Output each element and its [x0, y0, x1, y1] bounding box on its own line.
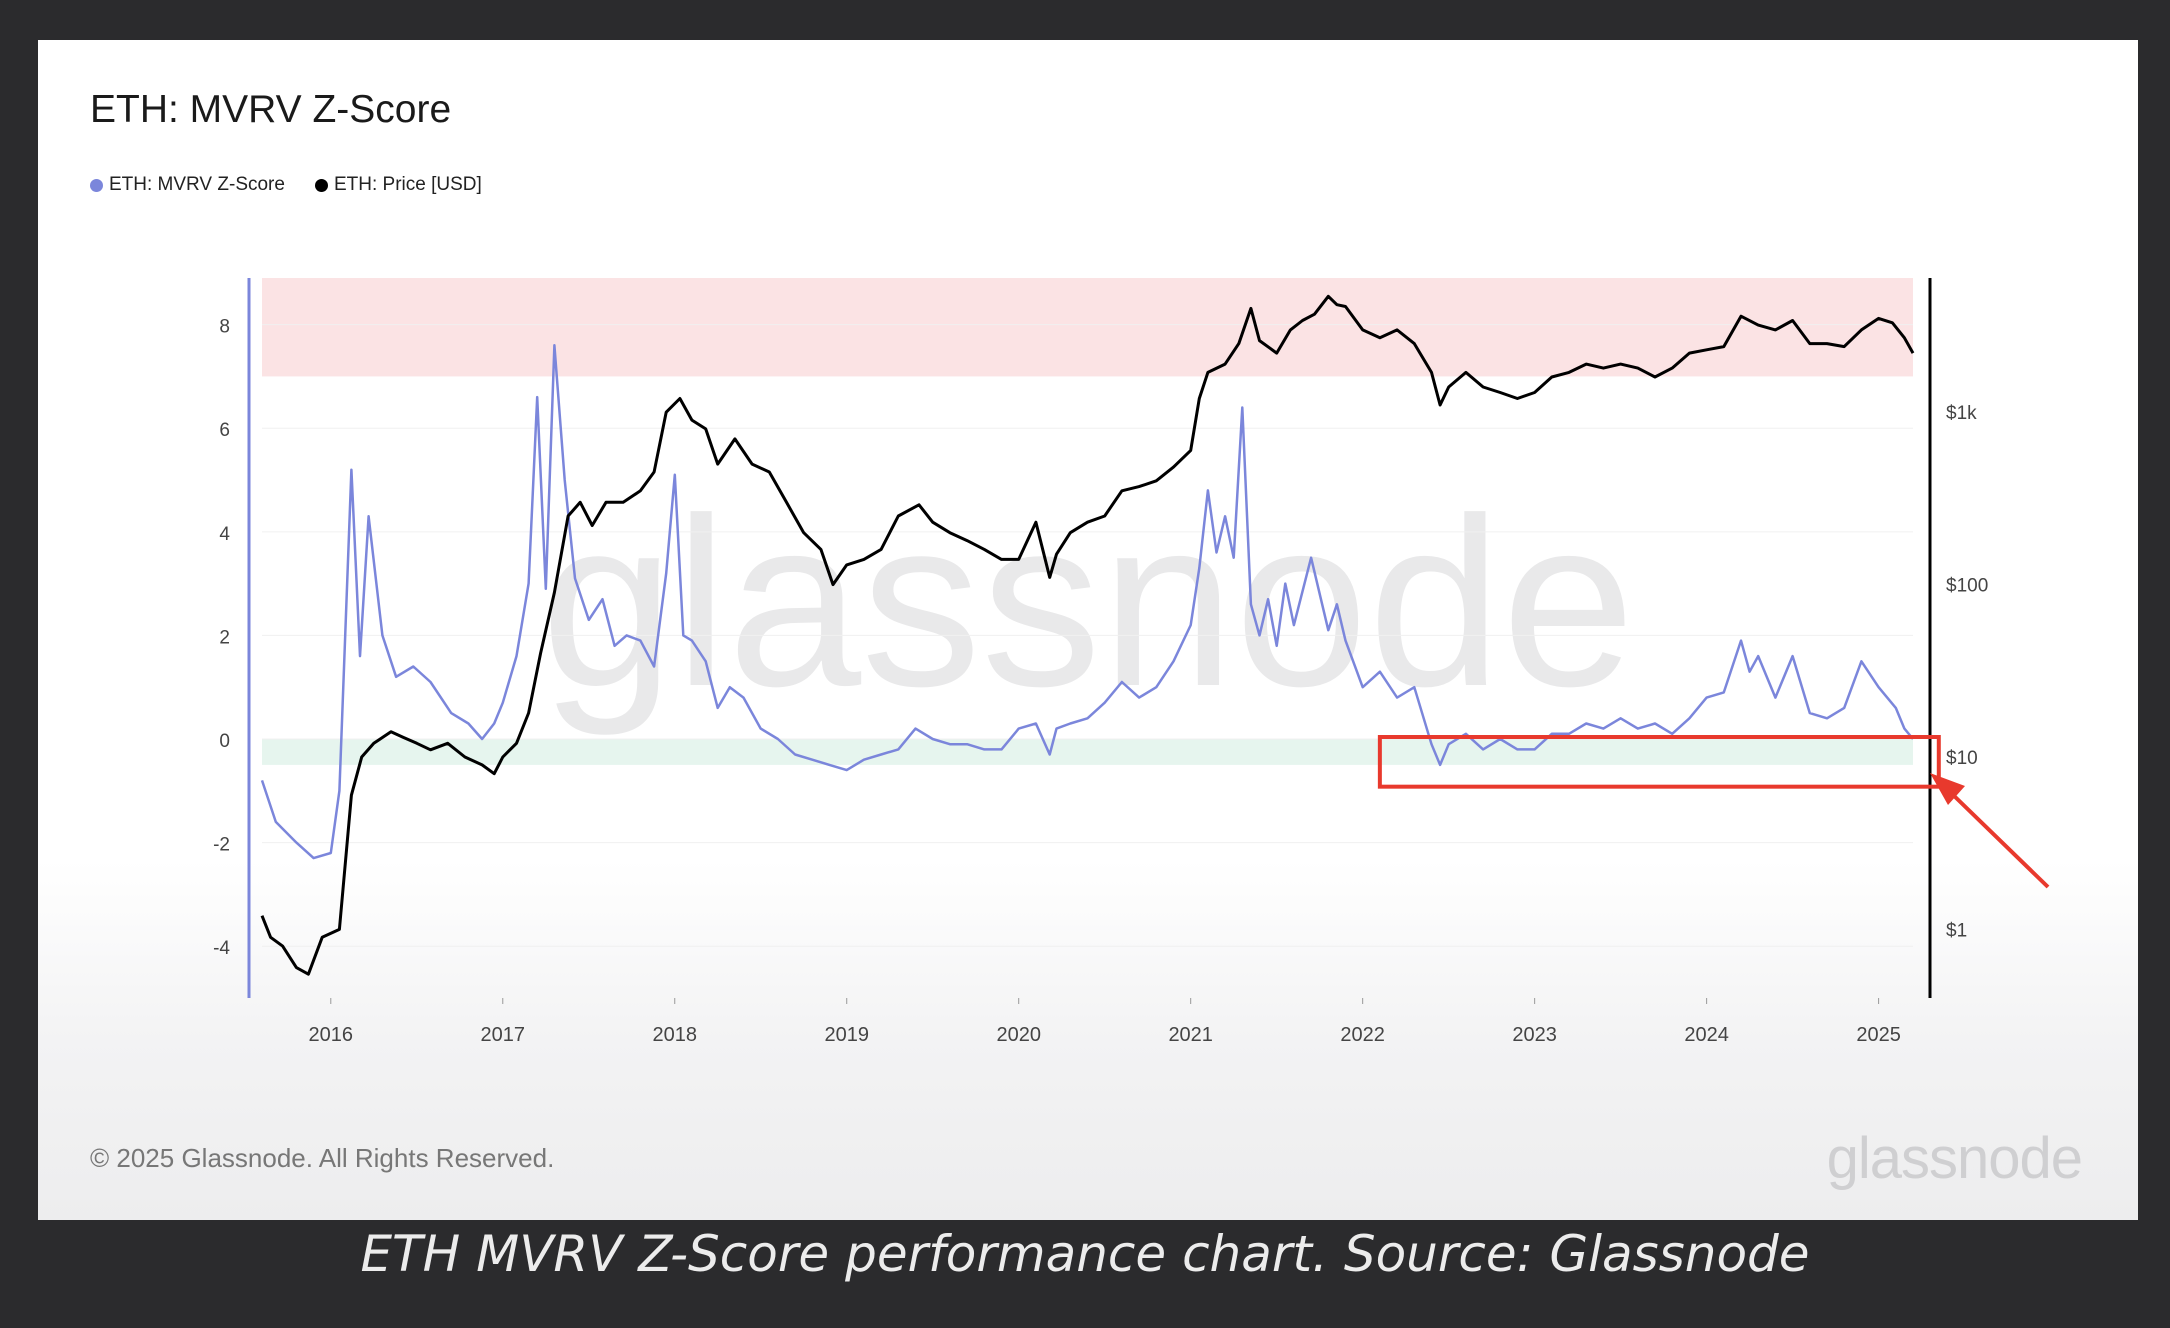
legend-item-zscore[interactable]: ETH: MVRV Z-Score	[90, 174, 285, 196]
y-right-tick-label: $1k	[1946, 403, 1977, 424]
x-tick-label: 2017	[481, 1024, 526, 1046]
chart-card: ETH: MVRV Z-Score ETH: MVRV Z-Score ETH:…	[38, 40, 2138, 1220]
y-right-tick-label: $10	[1946, 748, 1978, 769]
y-left-tick-label: 8	[219, 317, 230, 338]
x-tick-label: 2023	[1512, 1024, 1557, 1046]
x-tick-label: 2016	[309, 1024, 354, 1046]
chart-axes: 8 6 4 2 0 -2 -4 $1k $100 $10 $1 2016 2017 2018 2019 202…	[213, 278, 1988, 1046]
x-tick-label: 2022	[1340, 1024, 1385, 1046]
legend-dot-price-icon	[314, 178, 328, 192]
y-left-tick-label: -2	[213, 835, 230, 856]
x-tick-label: 2024	[1684, 1024, 1729, 1046]
figure-caption: ETH MVRV Z-Score performance chart. Sour…	[360, 1225, 1810, 1283]
chart-zones	[262, 278, 1913, 765]
legend-label-price: ETH: Price [USD]	[333, 174, 482, 195]
series-line-price	[260, 294, 1915, 976]
legend-item-price[interactable]: ETH: Price [USD]	[314, 174, 482, 196]
annotation-arrow-head-icon	[1930, 773, 1965, 805]
series-line-zscore	[260, 344, 1914, 860]
copyright-notice: © 2025 Glassnode. All Rights Reserved.	[90, 1143, 555, 1173]
legend-label-zscore: ETH: MVRV Z-Score	[109, 174, 285, 195]
y-right-tick-label: $1	[1946, 920, 1967, 941]
annotation-arrow-line	[1946, 788, 2050, 889]
legend-dot-zscore-icon	[90, 178, 103, 192]
chart-legend: ETH: MVRV Z-Score ETH: Price [USD]	[90, 174, 482, 196]
chart-annotation	[1377, 735, 2050, 889]
glassnode-logo: glassnode	[1826, 1126, 2083, 1191]
chart-gridlines	[262, 324, 1913, 947]
y-left-tick-label: 6	[219, 420, 230, 441]
highlight-box	[1377, 735, 1941, 789]
x-tick-label: 2020	[996, 1024, 1041, 1046]
y-left-tick-label: 0	[219, 731, 230, 752]
x-tick-label: 2018	[653, 1024, 698, 1046]
y-left-tick-label: 2	[219, 627, 230, 648]
chart-series	[260, 294, 1915, 976]
zone-high	[262, 278, 1913, 377]
chart-watermark: glassnode	[541, 468, 1635, 736]
y-right-tick-label: $100	[1946, 576, 1988, 597]
y-left-tick-label: 4	[219, 524, 230, 545]
x-tick-label: 2021	[1168, 1024, 1213, 1046]
chart-title: ETH: MVRV Z-Score	[90, 88, 452, 131]
x-tick-label: 2019	[824, 1024, 869, 1046]
y-left-tick-label: -4	[213, 938, 230, 959]
zone-low	[262, 739, 1913, 765]
x-tick-label: 2025	[1856, 1024, 1901, 1046]
